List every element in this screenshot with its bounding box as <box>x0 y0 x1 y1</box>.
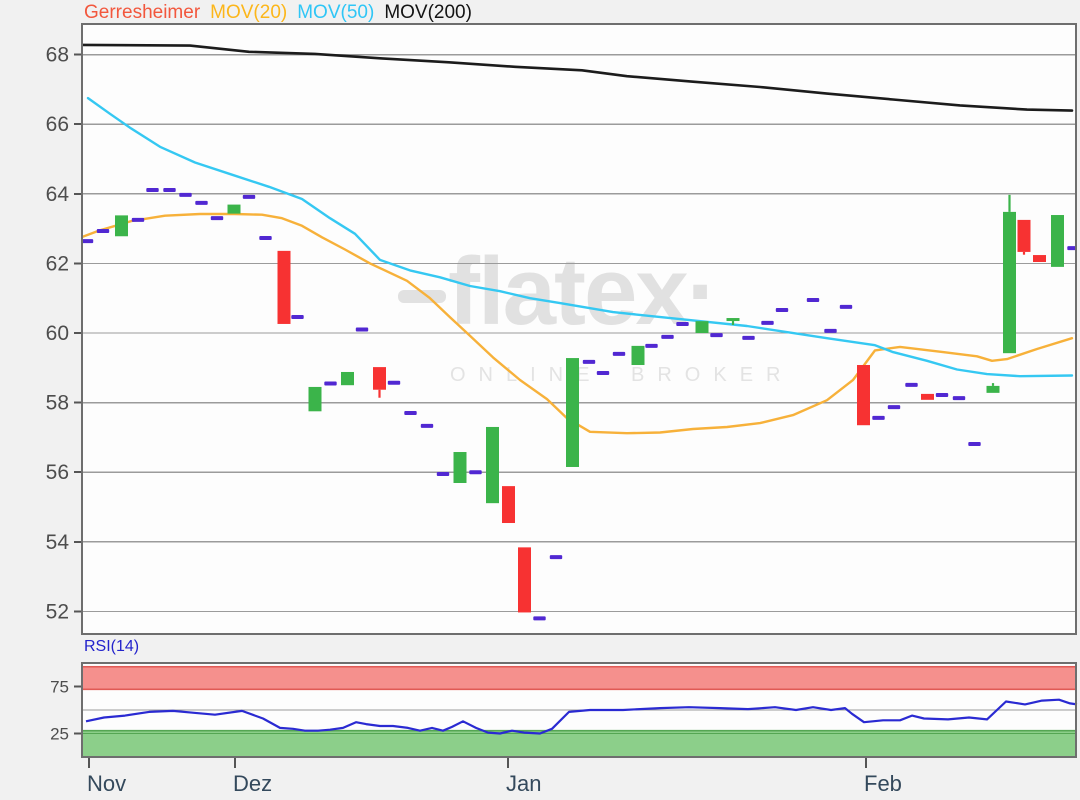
doji-dash <box>887 405 901 410</box>
doji-dash <box>596 371 610 376</box>
candle <box>1017 219 1031 252</box>
rsi-line <box>85 698 1078 735</box>
candle <box>277 250 291 324</box>
doji-dash <box>195 200 208 205</box>
candle <box>502 486 515 524</box>
doji-dash <box>242 194 256 199</box>
legend-item-mov200: MOV(200) <box>384 2 472 23</box>
doji-dash <box>952 396 966 401</box>
candle <box>857 365 870 426</box>
doji-dash <box>824 328 837 333</box>
candle <box>1033 255 1046 263</box>
candle <box>486 426 499 504</box>
doji-dash <box>549 555 563 560</box>
price-tick-label: 58 <box>46 392 69 415</box>
candle <box>115 215 128 237</box>
doji-dash <box>210 216 224 221</box>
candle <box>566 358 579 467</box>
price-tick-label: 64 <box>46 183 70 206</box>
doji-dash <box>82 239 94 244</box>
flatex-watermark: flatex· ONLINE BROKER <box>392 240 812 400</box>
candle <box>921 393 934 400</box>
mov200-line <box>82 43 1074 112</box>
doji-dash <box>582 359 596 364</box>
mov50-line <box>86 96 1074 378</box>
doji-dash <box>645 343 658 348</box>
doji-dash <box>163 187 176 192</box>
candle <box>453 452 467 483</box>
doji-dash <box>146 187 159 192</box>
doji-dash <box>775 308 789 313</box>
price-tick-label: 56 <box>46 461 69 484</box>
doji-dash <box>179 192 192 197</box>
candle <box>1051 215 1064 267</box>
flatex-watermark-subtitle: ONLINE BROKER <box>450 364 794 386</box>
doji-dash <box>676 321 689 326</box>
candle <box>726 318 740 322</box>
rsi-panel-border <box>81 662 1077 758</box>
oversold-band <box>81 729 1077 758</box>
month-label: Jan <box>506 771 541 796</box>
price-tick-label: 68 <box>46 44 69 67</box>
doji-dash <box>387 380 401 385</box>
candle <box>986 385 1000 393</box>
doji-dash <box>661 334 674 339</box>
price-tick-label: 52 <box>46 600 69 623</box>
overbought-band <box>81 665 1077 691</box>
chart-legend: Gerresheimer MOV(20) MOV(50) MOV(200) <box>84 1 482 24</box>
legend-item-mov50: MOV(50) <box>297 2 375 23</box>
candle <box>631 345 645 366</box>
candle <box>227 204 241 214</box>
price-panel-background <box>82 24 1076 634</box>
doji-dash <box>968 442 981 447</box>
rsi-tick-label: 75 <box>50 678 69 697</box>
doji-dash <box>404 411 417 416</box>
month-label: Dez <box>233 771 272 796</box>
doji-dash <box>469 470 482 475</box>
candle <box>695 321 709 333</box>
doji-dash <box>612 351 626 356</box>
flatex-logo-dash <box>398 290 446 303</box>
doji-dash <box>131 217 145 222</box>
candle <box>518 547 531 613</box>
doji-dash <box>420 423 434 428</box>
candle <box>308 386 322 412</box>
candle <box>341 371 354 386</box>
doji-dash <box>355 327 369 332</box>
price-tick-label: 60 <box>46 322 69 345</box>
doji-dash <box>872 415 885 420</box>
doji-dash <box>1067 246 1076 251</box>
month-label: Nov <box>87 771 126 796</box>
legend-item-mov20: MOV(20) <box>210 2 288 23</box>
flatex-watermark-brand: flatex· <box>448 238 719 345</box>
doji-dash <box>742 335 755 340</box>
doji-dash <box>710 333 723 338</box>
doji-dash <box>761 320 774 325</box>
price-tick-label: 62 <box>46 252 69 275</box>
rsi-label: RSI(14) <box>84 638 140 655</box>
price-panel-border <box>81 23 1077 635</box>
candle <box>373 367 386 390</box>
doji-dash <box>436 471 450 476</box>
doji-dash <box>839 304 853 309</box>
candle <box>1003 211 1016 354</box>
doji-dash <box>324 381 337 386</box>
doji-dash <box>533 616 546 621</box>
price-panel-content <box>82 43 1076 621</box>
doji-dash <box>96 229 110 234</box>
price-tick-label: 54 <box>46 531 70 554</box>
month-label: Feb <box>864 771 902 796</box>
doji-dash <box>905 382 918 387</box>
doji-dash <box>291 314 304 319</box>
doji-dash <box>259 235 272 240</box>
mov20-line <box>82 212 1074 435</box>
doji-dash <box>806 297 820 302</box>
legend-item-gerresheimer: Gerresheimer <box>84 2 201 23</box>
price-tick-label: 66 <box>46 113 69 136</box>
rsi-tick-label: 25 <box>50 725 69 744</box>
doji-dash <box>935 392 949 397</box>
